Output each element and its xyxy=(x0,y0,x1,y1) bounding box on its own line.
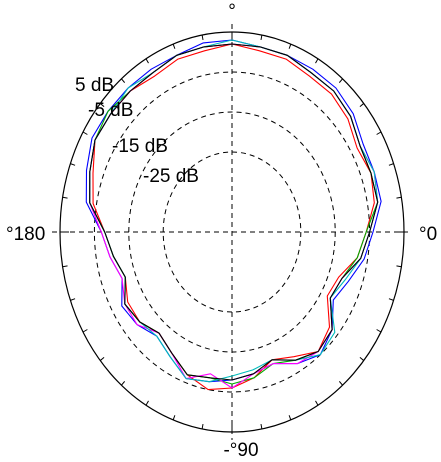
tick-30 xyxy=(376,131,382,135)
series-trace-1 xyxy=(92,43,375,391)
tick-220 xyxy=(99,356,105,361)
chart-labels: ° °0 °180 -°90 5 dB -5 dB -15 dB -25 dB xyxy=(6,1,437,461)
tick-70 xyxy=(288,43,292,49)
angle-label-90: ° xyxy=(228,1,236,22)
tick-250 xyxy=(172,415,176,421)
tick-320 xyxy=(359,356,365,361)
angle-label-0: °0 xyxy=(419,224,437,245)
tick-170 xyxy=(62,196,68,199)
radial-label-minus5db: -5 dB xyxy=(88,100,133,121)
tick-130 xyxy=(121,78,126,83)
tick-340 xyxy=(388,298,394,301)
tick-40 xyxy=(359,103,365,108)
tick-290 xyxy=(288,415,292,421)
series-traces xyxy=(85,39,382,391)
tick-330 xyxy=(376,329,382,333)
radial-label-minus25db: -25 dB xyxy=(143,166,199,187)
angle-label-neg90: -°90 xyxy=(223,440,258,461)
tick-300 xyxy=(315,400,319,406)
tick-350 xyxy=(396,265,402,268)
tick-50 xyxy=(338,78,343,83)
tick-160 xyxy=(70,163,76,166)
tick-200 xyxy=(70,298,76,301)
tick-190 xyxy=(62,265,68,268)
polar-grid xyxy=(52,24,412,440)
tick-210 xyxy=(82,329,88,333)
tick-240 xyxy=(145,400,149,406)
tick-60 xyxy=(315,58,319,64)
radial-label-minus15db: -15 dB xyxy=(112,136,168,157)
angle-label-180: °180 xyxy=(6,224,45,245)
tick-150 xyxy=(82,131,88,135)
tick-110 xyxy=(172,43,176,49)
tick-140 xyxy=(99,103,105,108)
tick-20 xyxy=(388,163,394,166)
tick-80 xyxy=(260,34,263,41)
tick-10 xyxy=(396,196,402,199)
tick-280 xyxy=(260,423,263,430)
tick-120 xyxy=(145,58,149,64)
radial-label-5db: 5 dB xyxy=(75,75,114,96)
series-trace-5 xyxy=(89,43,379,381)
tick-230 xyxy=(121,381,126,386)
grid-ring-3 xyxy=(162,151,302,313)
tick-310 xyxy=(338,381,343,386)
tick-260 xyxy=(201,423,204,430)
tick-100 xyxy=(201,34,204,41)
